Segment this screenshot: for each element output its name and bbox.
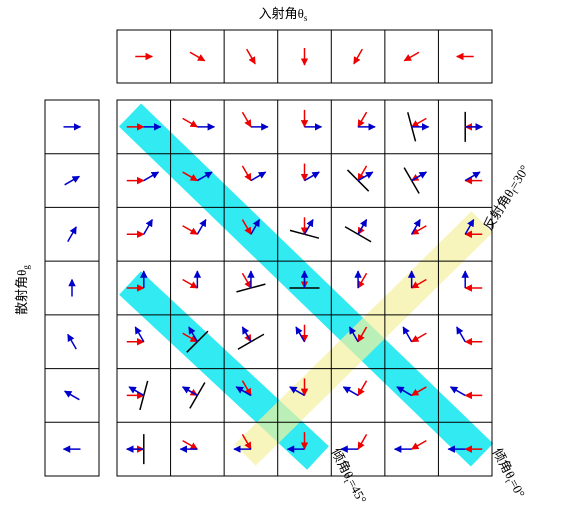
scatter-arrow <box>128 386 145 397</box>
side-sub: g <box>21 265 31 270</box>
incident-arrow <box>410 278 427 289</box>
mirror-line <box>189 382 206 409</box>
top-title: 入射角θs <box>259 6 308 23</box>
scatter-arrow <box>402 326 413 343</box>
incident-arrow <box>241 380 252 397</box>
scatter-arrow <box>67 333 77 350</box>
incident-arrow <box>182 117 199 128</box>
scatter-arrow <box>250 218 261 235</box>
scatter-arrow <box>181 386 198 397</box>
scatter-arrow <box>250 171 267 182</box>
ann-sub: f <box>510 188 520 196</box>
scatter-arrow <box>357 218 368 235</box>
scatter-arrow <box>342 386 359 397</box>
annotation: 反射角θf=30° <box>480 162 534 234</box>
ann-rest: =45° <box>345 476 370 506</box>
scatter-arrow <box>196 171 213 182</box>
incident-arrow <box>241 434 252 450</box>
scatter-arrow <box>449 386 466 397</box>
title-sub: s <box>304 13 308 23</box>
scatter-arrow <box>464 171 481 182</box>
scatter-arrow <box>188 326 199 343</box>
ann-text: 反射角θ <box>480 187 517 233</box>
incident-arrow <box>357 380 368 397</box>
mirror-line <box>344 226 372 243</box>
scatter-arrow <box>410 218 421 235</box>
incident-arrow <box>357 165 368 182</box>
incident-arrow <box>241 165 252 182</box>
incident-arrow <box>357 111 368 128</box>
incident-arrow <box>182 225 199 235</box>
scatter-arrow <box>241 326 252 343</box>
incident-arrow <box>353 48 363 65</box>
scatter-arrow <box>304 171 320 182</box>
ann-text: 倾角θ <box>490 446 518 482</box>
bands <box>118 103 494 470</box>
ann-sub: t <box>503 477 513 484</box>
scatter-arrow <box>464 218 475 235</box>
mirror-line <box>403 167 420 194</box>
title-text: 入射角θ <box>259 6 304 21</box>
scatter-arrow <box>196 218 207 235</box>
top-frame <box>116 29 493 84</box>
side-text: 散射角θ <box>14 270 29 315</box>
incident-arrow <box>182 332 199 343</box>
mirror-line <box>346 169 370 192</box>
incident-arrow <box>410 439 427 450</box>
scatter-arrow <box>289 386 305 397</box>
incident-arrow <box>241 219 252 235</box>
scatter-arrow <box>456 326 466 343</box>
incident-arrow <box>182 171 199 182</box>
scatter-arrow <box>235 386 252 397</box>
scatter-arrow <box>64 175 81 186</box>
incident-arrow <box>403 51 420 62</box>
scatter-arrow <box>396 386 413 397</box>
scatter-arrow <box>143 218 153 235</box>
incident-arrow <box>357 272 368 289</box>
scatter-arrow <box>303 218 314 235</box>
scatter-arrow <box>357 171 374 182</box>
scatter-arrow <box>143 171 160 182</box>
incident-arrow <box>357 326 368 343</box>
ann-sub: t <box>342 478 352 485</box>
incident-arrow <box>357 434 368 450</box>
scatter-arrow <box>411 171 428 182</box>
scatter-arrow <box>348 326 359 343</box>
incident-arrow <box>410 117 427 128</box>
annotation: 倾角θt=0° <box>488 446 528 501</box>
incident-arrow <box>189 51 206 62</box>
scatter-arrow <box>63 390 80 401</box>
main-frame <box>116 99 493 477</box>
side-frame <box>44 99 100 477</box>
incident-arrow <box>410 386 427 397</box>
scatter-arrow <box>67 226 77 243</box>
scatter-arrow <box>295 326 306 343</box>
incident-arrow <box>182 278 199 289</box>
incident-arrow <box>410 225 427 235</box>
incident-arrow <box>410 332 427 343</box>
ann-rest: =30° <box>506 162 532 192</box>
incident-arrow <box>241 111 252 128</box>
side-label: 散射角θg <box>14 265 31 315</box>
incident-arrow <box>246 48 256 65</box>
incident-arrow <box>241 272 252 289</box>
incident-arrow <box>182 439 199 450</box>
scatter-arrow <box>134 326 145 343</box>
